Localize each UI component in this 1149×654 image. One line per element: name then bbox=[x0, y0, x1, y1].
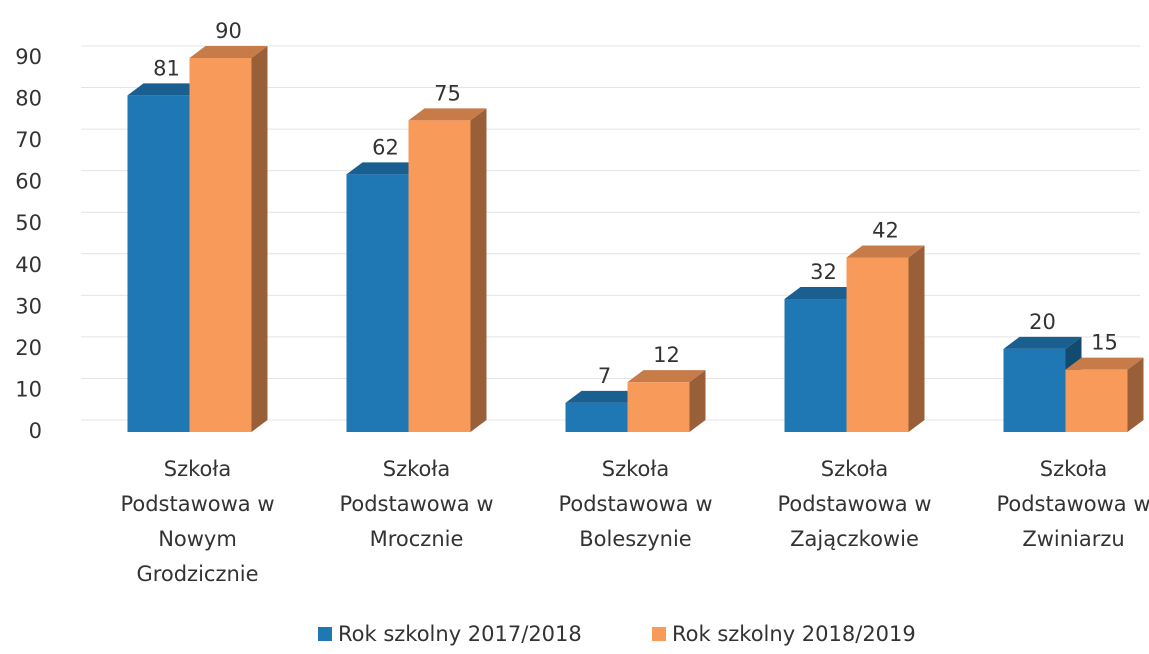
x-tick-label: Szkoła Podstawowa w Zwiniarzu bbox=[996, 457, 1149, 551]
bar-front bbox=[627, 382, 690, 432]
bar-front bbox=[846, 257, 909, 432]
legend-item: Rok szkolny 2017/2018 bbox=[318, 622, 582, 646]
y-tick-label: 90 bbox=[15, 45, 42, 69]
value-label: 32 bbox=[810, 260, 837, 284]
bar-side bbox=[470, 108, 487, 432]
y-tick-label: 70 bbox=[15, 128, 42, 152]
value-label: 62 bbox=[372, 135, 399, 159]
value-label: 90 bbox=[215, 19, 242, 43]
bar bbox=[627, 370, 706, 432]
bar-side bbox=[1127, 357, 1144, 432]
bar-front bbox=[346, 174, 409, 432]
bar-top bbox=[189, 46, 268, 58]
bar bbox=[1065, 357, 1144, 432]
bar-top bbox=[627, 370, 706, 383]
x-tick-label: Szkoła Podstawowa w Mrocznie bbox=[339, 457, 494, 551]
y-tick-label: 40 bbox=[15, 253, 42, 277]
legend-swatch bbox=[318, 627, 332, 641]
y-tick-label: 0 bbox=[29, 419, 42, 443]
bar-top bbox=[408, 108, 487, 121]
bar-top bbox=[346, 162, 425, 175]
legend-label: Rok szkolny 2018/2019 bbox=[672, 622, 916, 646]
bar-side bbox=[689, 370, 706, 432]
y-tick-label: 80 bbox=[15, 87, 42, 111]
value-label: 81 bbox=[153, 56, 180, 80]
value-label: 42 bbox=[872, 218, 899, 242]
value-label: 75 bbox=[434, 81, 461, 105]
y-tick-label: 30 bbox=[15, 294, 42, 318]
bar-front bbox=[1065, 369, 1128, 432]
bar-front bbox=[784, 299, 847, 432]
legend-label: Rok szkolny 2017/2018 bbox=[338, 622, 582, 646]
bar-front bbox=[408, 120, 471, 432]
x-tick-label: Szkoła Podstawowa w Zajączkowie bbox=[777, 457, 932, 551]
bar-top bbox=[127, 83, 206, 96]
y-tick-label: 10 bbox=[15, 377, 42, 401]
value-label: 15 bbox=[1091, 331, 1118, 355]
value-label: 12 bbox=[653, 343, 680, 367]
y-tick-label: 60 bbox=[15, 170, 42, 194]
bar-front bbox=[565, 402, 628, 432]
legend-item: Rok szkolny 2018/2019 bbox=[652, 622, 916, 646]
bar bbox=[846, 245, 925, 432]
bar-top bbox=[1065, 357, 1144, 370]
bar-top bbox=[1003, 336, 1082, 349]
bar-side bbox=[908, 245, 925, 432]
bar-top bbox=[784, 287, 863, 300]
y-tick-label: 50 bbox=[15, 211, 42, 235]
bar-front bbox=[189, 58, 252, 432]
value-label: 20 bbox=[1029, 310, 1056, 334]
bar-front bbox=[127, 95, 190, 433]
x-tick-label: Szkoła Podstawowa w Boleszynie bbox=[558, 457, 713, 551]
bar-top bbox=[565, 390, 644, 403]
legend-swatch bbox=[652, 627, 666, 641]
y-tick-label: 20 bbox=[15, 336, 42, 360]
bar bbox=[189, 46, 268, 432]
value-label: 7 bbox=[598, 364, 611, 388]
bar-front bbox=[1003, 348, 1066, 432]
bar-side bbox=[251, 46, 268, 432]
x-tick-label: Szkoła Podstawowa w Nowym Grodzicznie bbox=[120, 457, 275, 586]
bar bbox=[408, 108, 487, 432]
bar-top bbox=[846, 245, 925, 258]
